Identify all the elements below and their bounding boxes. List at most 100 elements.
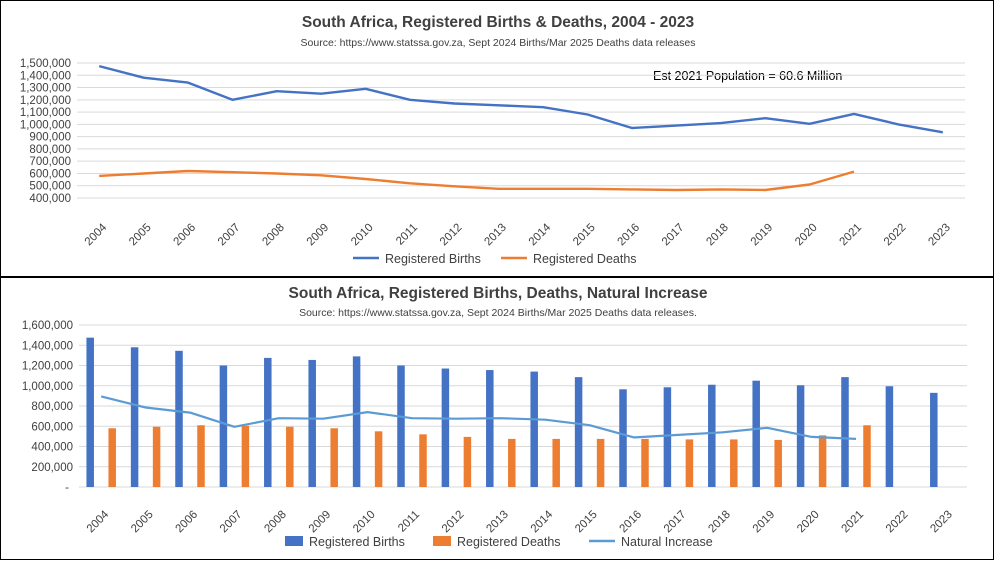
registered-births-bar [308,359,316,487]
x-tick-label: 2018 [706,509,733,536]
gridlines [77,62,965,199]
x-tick-label: 2013 [484,509,511,536]
registered-deaths-bar [774,439,782,487]
y-tick-label: 1,000,000 [20,119,71,131]
registered-births-bar [86,337,94,487]
y-tick-label: 200,000 [31,462,73,474]
x-tick-label: 2007 [218,509,245,536]
x-tick-label: 2022 [884,509,911,536]
series-lines [98,64,944,192]
y-tick-label: 800,000 [29,144,71,156]
gridlines [79,324,967,488]
registered-births-bar [175,350,183,487]
registered-deaths-bar [463,436,472,487]
x-tick-label: 2020 [795,509,822,536]
registered-births-bar [752,380,760,487]
y-tick-label: 1,100,000 [20,107,71,119]
legend: Registered Births Registered Deaths [353,252,637,266]
y-tick-label: 600,000 [29,168,71,180]
x-tick-label: 2004 [83,221,110,248]
x-tick-label: 2019 [749,222,776,249]
x-tick-label: 2023 [926,222,953,249]
y-tick-label: 800,000 [31,401,73,413]
y-tick-label: 1,500,000 [20,58,71,70]
x-tick-label: 2017 [662,509,689,536]
x-tick-label: 2011 [394,222,420,248]
births-deaths-line-chart-panel: South Africa, Registered Births & Deaths… [0,0,994,277]
x-tick-label: 2011 [396,509,422,535]
registered-deaths-bar [818,435,827,487]
registered-births-bar [619,389,627,487]
x-tick-label: 2022 [882,222,909,249]
registered-deaths-bar [730,439,738,487]
bars [86,337,938,487]
registered-births-bar [530,371,538,487]
x-tick-label: 2017 [660,222,687,249]
registered-deaths-line [99,169,855,192]
registered-deaths-bar [241,425,250,487]
y-tick-label: 400,000 [31,442,73,454]
registered-deaths-bar [552,438,560,487]
registered-deaths-bar [641,438,649,487]
x-tick-label: 2009 [307,509,334,536]
x-tick-label: 2013 [482,222,509,249]
registered-births-bar [708,384,716,487]
legend-deaths-label: Registered Deaths [457,535,561,549]
y-axis-ticks: 400,000500,000600,000700,000800,000900,0… [20,58,71,205]
registered-births-bar [663,387,672,487]
y-tick-label: 1,400,000 [20,70,71,82]
y-tick-label: 1,600,000 [22,320,73,332]
x-tick-label: 2016 [616,222,643,249]
x-tick-label: 2010 [349,222,376,249]
legend-births-label: Registered Births [309,535,405,549]
registered-births-bar [841,377,849,487]
natural-increase-line [100,395,857,440]
registered-births-bar [796,385,805,487]
legend-deaths-label: Registered Deaths [533,252,637,266]
x-tick-label: 2012 [440,509,467,536]
registered-births-bar [930,392,938,487]
x-tick-label: 2005 [127,222,154,249]
registered-deaths-bar [152,426,161,487]
registered-deaths-bar [508,438,516,487]
x-tick-label: 2023 [928,509,955,536]
registered-deaths-bar [685,439,694,487]
y-tick-label: 700,000 [29,156,71,168]
x-tick-label: 2005 [129,509,156,536]
registered-births-bar [574,377,583,487]
x-tick-label: 2021 [840,509,867,536]
chart-subtitle: Source: https://www.statssa.gov.za, Sept… [301,37,696,49]
x-tick-label: 2008 [262,509,289,536]
y-tick-label: 500,000 [29,181,71,193]
y-tick-label: 1,300,000 [20,83,71,95]
x-tick-label: 2010 [351,509,378,536]
registered-deaths-bar [286,426,294,487]
registered-births-bar [352,356,361,487]
registered-births-line [98,64,944,134]
registered-births-bar [219,365,228,487]
population-annotation: Est 2021 Population = 60.6 Million [653,69,842,83]
registered-births-bar [885,386,894,487]
y-tick-label: 400,000 [29,193,71,205]
x-tick-label: 2004 [85,508,112,535]
births-deaths-bar-chart-panel: South Africa, Registered Births, Deaths,… [0,277,994,560]
registered-deaths-bar [108,428,116,487]
legend-births-label: Registered Births [385,252,481,266]
y-axis-ticks: - 200,000 400,000 600,000 800,000 1,000,000 1,… [22,320,73,494]
x-tick-label: 2009 [305,222,332,249]
registered-births-bar [441,368,450,487]
x-tick-label: 2012 [438,222,465,249]
x-tick-label: 2014 [527,221,554,248]
x-tick-label: 2006 [174,509,201,536]
registered-deaths-bar [330,428,338,487]
registered-deaths-bar [419,434,427,487]
x-tick-label: 2008 [260,222,287,249]
chart-title: South Africa, Registered Births & Deaths… [302,14,695,31]
registered-births-bar [397,365,405,487]
x-tick-label: 2006 [172,222,199,249]
y-tick-label: 1,200,000 [20,95,71,107]
registered-deaths-bar [863,425,871,487]
legend-births-swatch [285,536,303,546]
x-axis-ticks: 2004 2005 2006 2007 2008 2009 2010 2011 2012 2013… [83,221,953,248]
y-tick-label: 900,000 [29,132,71,144]
